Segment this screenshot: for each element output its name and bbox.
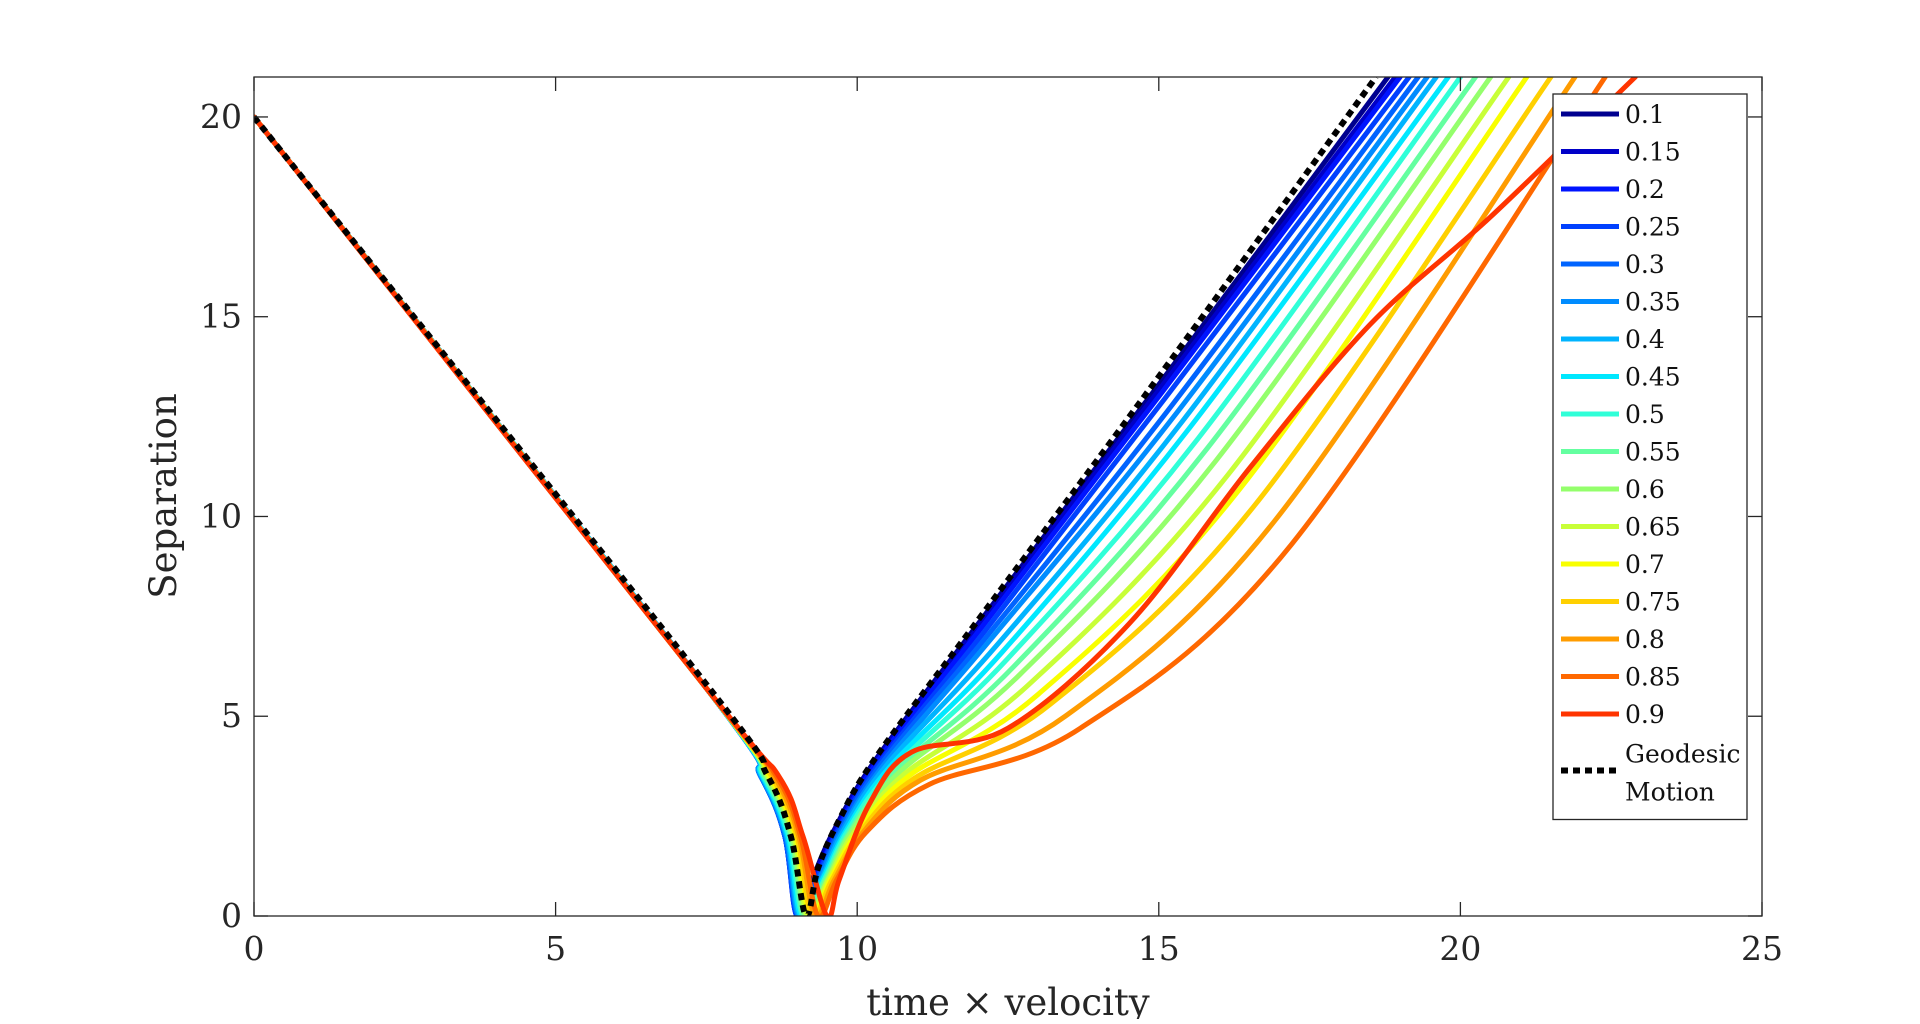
x-tick-label: 20	[1439, 929, 1481, 968]
legend-label: 0.35	[1625, 288, 1681, 317]
y-axis-label: Separation	[142, 393, 185, 599]
y-tick-label: 0	[221, 896, 242, 935]
x-tick-label: 10	[836, 929, 878, 968]
legend-label: 0.15	[1625, 138, 1681, 167]
legend-label: 0.3	[1625, 250, 1665, 279]
y-tick-label: 5	[221, 696, 242, 735]
legend-box	[1552, 93, 1748, 821]
legend-label: 0.55	[1625, 438, 1681, 467]
y-tick-label: 15	[200, 297, 242, 336]
legend-label: 0.4	[1625, 325, 1665, 354]
series-layer	[254, 77, 1638, 916]
legend-label: 0.8	[1625, 625, 1665, 654]
x-tick-label: 15	[1138, 929, 1180, 968]
legend-label: 0.1	[1625, 100, 1665, 129]
legend-label: 0.9	[1625, 700, 1665, 729]
x-tick-label: 0	[244, 929, 265, 968]
series-line-geodesic-motion	[254, 77, 1379, 916]
y-tick-label: 10	[200, 496, 242, 535]
y-tick-label: 20	[200, 97, 242, 136]
x-tick-label: 5	[545, 929, 566, 968]
legend: 0.1 0.15 0.2 0.25 0.3 0.35 0.4 0.45 0.5 0.55 0.6 0.…	[1552, 93, 1748, 821]
x-tick-label: 25	[1741, 929, 1783, 968]
legend-label: Geodesic	[1625, 740, 1740, 769]
legend-label: 0.25	[1625, 213, 1681, 242]
axes-box	[253, 76, 1763, 917]
legend-label: 0.65	[1625, 513, 1681, 542]
legend-label: Motion	[1625, 778, 1715, 807]
legend-label: 0.75	[1625, 588, 1681, 617]
legend-label: 0.5	[1625, 400, 1665, 429]
x-axis-label: time × velocity	[866, 981, 1150, 1019]
legend-label: 0.7	[1625, 550, 1665, 579]
legend-label: 0.6	[1625, 475, 1665, 504]
tick-layer: 0 5 10 15 20 25 0 5 10 15 20	[200, 77, 1783, 968]
legend-label: 0.2	[1625, 175, 1665, 204]
legend-label: 0.85	[1625, 663, 1681, 692]
legend-label: 0.45	[1625, 363, 1681, 392]
plot-area	[254, 77, 1762, 916]
